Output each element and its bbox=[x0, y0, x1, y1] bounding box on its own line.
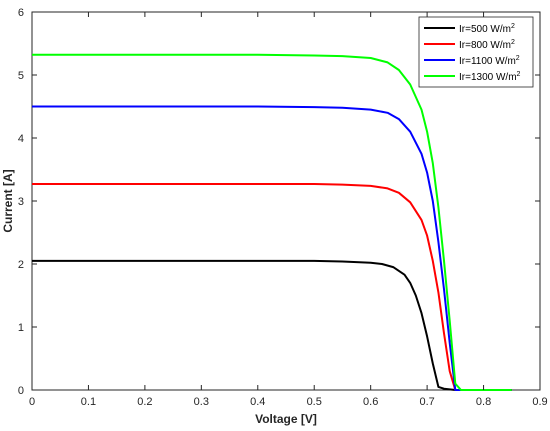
series-line-0 bbox=[32, 259, 512, 391]
legend-label-text: Ir=500 W/m bbox=[459, 24, 511, 35]
x-tick-label: 0.6 bbox=[363, 396, 378, 408]
y-tick-label: 0 bbox=[18, 385, 24, 397]
legend-label-superscript: 2 bbox=[517, 71, 521, 78]
x-tick-label: 0.3 bbox=[194, 396, 209, 408]
legend-label-2: Ir=1100 W/m2 bbox=[459, 55, 520, 67]
legend-label-superscript: 2 bbox=[511, 23, 515, 30]
x-tick-label: 0.2 bbox=[137, 396, 152, 408]
y-tick-label: 6 bbox=[18, 7, 24, 19]
x-tick-label: 0.4 bbox=[250, 396, 265, 408]
legend-label-1: Ir=800 W/m2 bbox=[459, 39, 515, 51]
x-tick-label: 0.9 bbox=[532, 396, 547, 408]
y-tick-label: 1 bbox=[18, 322, 24, 334]
y-tick-label: 4 bbox=[18, 133, 24, 145]
series-line-1 bbox=[32, 183, 512, 391]
y-tick-label: 5 bbox=[18, 70, 24, 82]
x-axis-label: Voltage [V] bbox=[255, 412, 317, 426]
x-tick-label: 0 bbox=[29, 396, 35, 408]
ticks-layer: 0 0.1 0.2 0.3 0.4 0.5 0.6 0.7 0.8 0.9 0 1 2 3 4 5 6 bbox=[18, 7, 548, 408]
legend-label-0: Ir=500 W/m2 bbox=[459, 23, 515, 35]
x-tick-label: 0.8 bbox=[476, 396, 491, 408]
series-line-2 bbox=[32, 105, 512, 391]
y-axis-label: Current [A] bbox=[1, 169, 15, 232]
legend-label-text: Ir=1300 W/m bbox=[459, 72, 517, 83]
y-tick-label: 3 bbox=[18, 196, 24, 208]
y-tick-label: 2 bbox=[18, 259, 24, 271]
legend-label-text: Ir=1100 W/m bbox=[459, 56, 516, 67]
legend-label-superscript: 2 bbox=[516, 55, 520, 62]
x-tick-label: 0.5 bbox=[307, 396, 322, 408]
x-tick-label: 0.1 bbox=[81, 396, 96, 408]
series-layer bbox=[32, 53, 512, 391]
x-tick-label: 0.7 bbox=[419, 396, 434, 408]
legend-label-superscript: 2 bbox=[511, 39, 515, 46]
series-line-3 bbox=[32, 53, 512, 391]
legend-label-text: Ir=800 W/m bbox=[459, 40, 511, 51]
legend-label-3: Ir=1300 W/m2 bbox=[459, 71, 521, 83]
